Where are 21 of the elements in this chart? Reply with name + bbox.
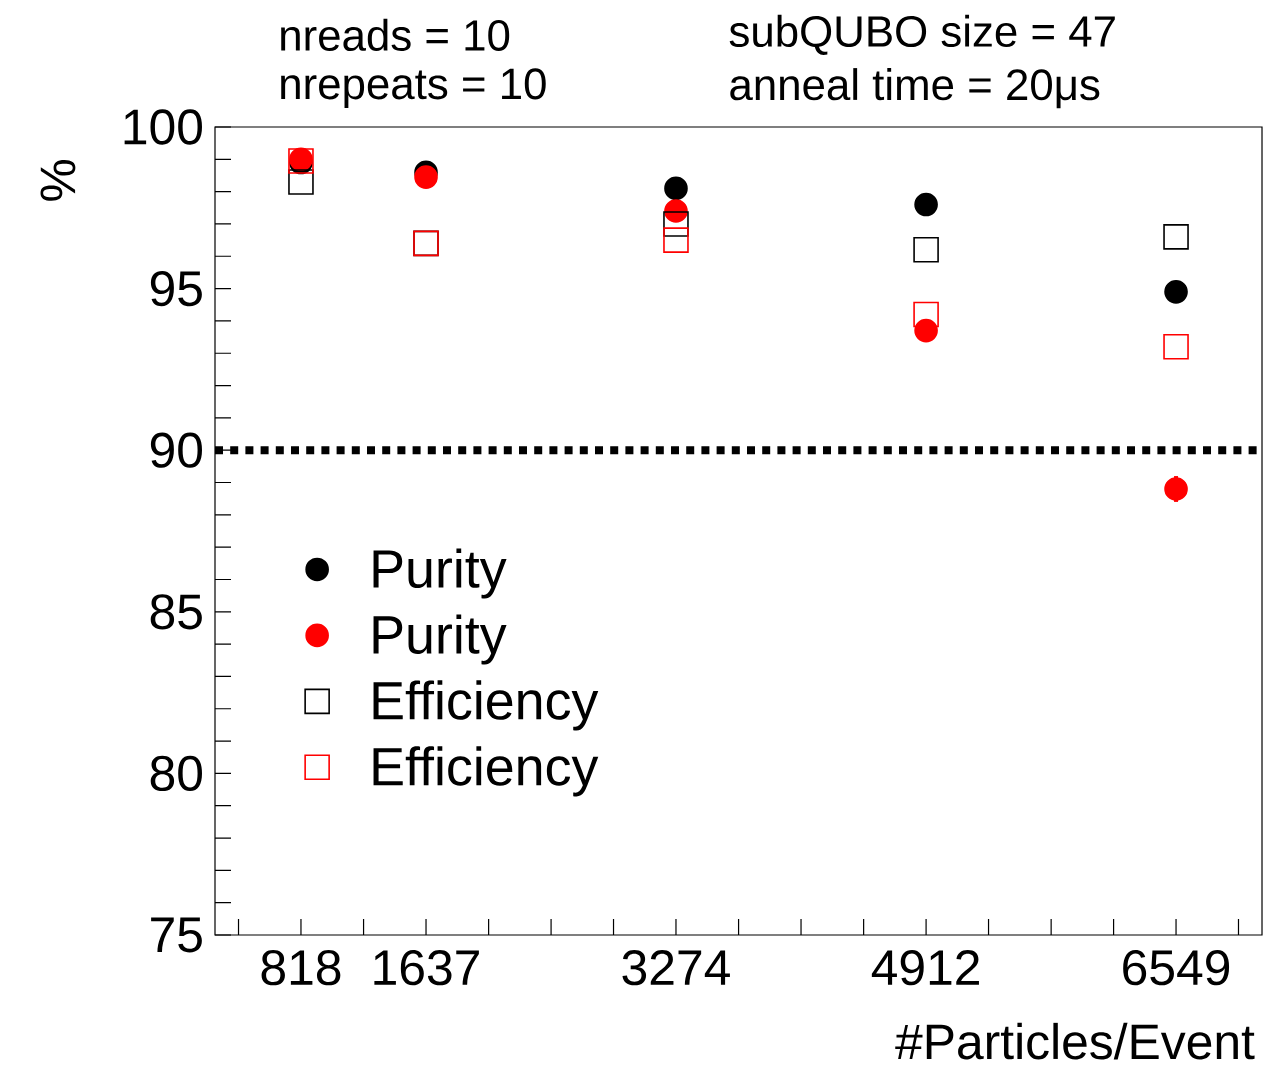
y-tick-label: 100 bbox=[124, 109, 202, 145]
y-tick-label: 75 bbox=[151, 917, 202, 953]
y-tick-label: 90 bbox=[150, 432, 202, 468]
x-tick-label: 3274 bbox=[622, 950, 730, 986]
x-tick-label: 1637 bbox=[374, 950, 479, 986]
y-axis-title: % bbox=[40, 160, 76, 201]
legend-label: Efficiency bbox=[373, 746, 599, 797]
y-tick-label: 95 bbox=[150, 270, 202, 307]
x-axis-title: #Particles/Event bbox=[895, 1022, 1255, 1060]
y-tick-label: 85 bbox=[150, 594, 202, 630]
x-tick-label: 4912 bbox=[871, 950, 979, 986]
x-tick-label: 818 bbox=[261, 950, 341, 986]
text: anneal time = 20μs bbox=[730, 68, 1100, 109]
legend-label: Purity bbox=[373, 548, 507, 599]
text: nreads = 10 bbox=[281, 18, 510, 51]
x-tick-label: 6549 bbox=[1123, 950, 1230, 986]
legend-label: Efficiency bbox=[373, 680, 599, 731]
text: nrepeats = 10 bbox=[281, 68, 546, 109]
text: subQUBO size = 47 bbox=[729, 14, 1115, 55]
y-tick-label: 80 bbox=[150, 755, 202, 792]
legend-label: Purity bbox=[373, 614, 507, 665]
